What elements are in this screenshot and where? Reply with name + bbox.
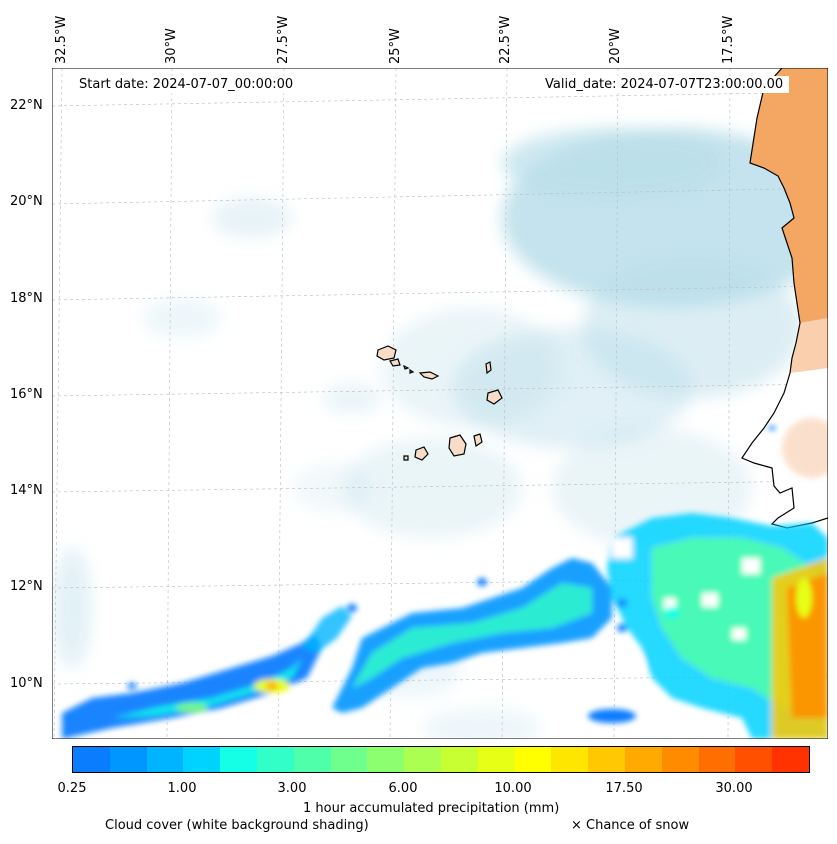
lon-label: 25°W [388, 28, 403, 64]
lon-label: 17.5°W [721, 15, 736, 64]
colorbar-segment [440, 747, 478, 772]
colorbar [72, 746, 810, 773]
colorbar-tick: 17.50 [605, 781, 643, 796]
start-date-label: Start date: 2024-07-07_00:00:00 [73, 76, 300, 93]
lat-label: 10°N [10, 676, 43, 691]
colorbar-segment [293, 747, 331, 772]
colorbar-tick: 10.00 [494, 781, 532, 796]
lon-label: 30°W [164, 28, 179, 64]
lon-label: 20°W [608, 28, 623, 64]
colorbar-segment [624, 747, 662, 772]
colorbar-segment [367, 747, 405, 772]
lon-label: 22.5°W [498, 15, 513, 64]
colorbar-segment [551, 747, 589, 772]
colorbar-segment [404, 747, 441, 772]
lon-label: 32.5°W [54, 15, 69, 64]
colorbar-tick: 3.00 [277, 781, 307, 796]
lat-label: 14°N [10, 483, 43, 498]
colorbar-segment [109, 747, 147, 772]
colorbar-tick: 1.00 [167, 781, 197, 796]
colorbar-segment [477, 747, 515, 772]
cloud-cover-note: Cloud cover (white background shading) [105, 818, 369, 833]
colorbar-segment [330, 747, 368, 772]
colorbar-tick: 0.25 [57, 781, 87, 796]
lat-label: 22°N [10, 98, 43, 113]
lat-label: 12°N [10, 579, 43, 594]
lon-label: 27.5°W [276, 15, 291, 64]
colorbar-segment [73, 747, 110, 772]
colorbar-segment [514, 747, 552, 772]
lat-label: 18°N [10, 291, 43, 306]
colorbar-segment [735, 747, 773, 772]
cape-verde-islands [376, 345, 503, 461]
colorbar-segment [256, 747, 294, 772]
colorbar-segment [661, 747, 699, 772]
colorbar-label: 1 hour accumulated precipitation (mm) [303, 801, 560, 816]
lat-label: 16°N [10, 387, 43, 402]
colorbar-segment [772, 747, 809, 772]
precipitation-field [62, 426, 828, 739]
colorbar-tick: 6.00 [388, 781, 418, 796]
colorbar-segment [220, 747, 257, 772]
map-panel [52, 68, 828, 739]
colorbar-segment [588, 747, 625, 772]
colorbar-tick: 30.00 [715, 781, 753, 796]
africa-land-light [790, 318, 828, 373]
colorbar-segment [698, 747, 736, 772]
africa-land-warm [750, 68, 828, 323]
colorbar-segment [183, 747, 221, 772]
snow-note: × Chance of snow [571, 818, 690, 833]
valid-date-label: Valid_date: 2024-07-07T23:00:00.00 [539, 76, 790, 93]
lat-label: 20°N [10, 194, 43, 209]
coastline [741, 68, 828, 529]
colorbar-segment [146, 747, 184, 772]
